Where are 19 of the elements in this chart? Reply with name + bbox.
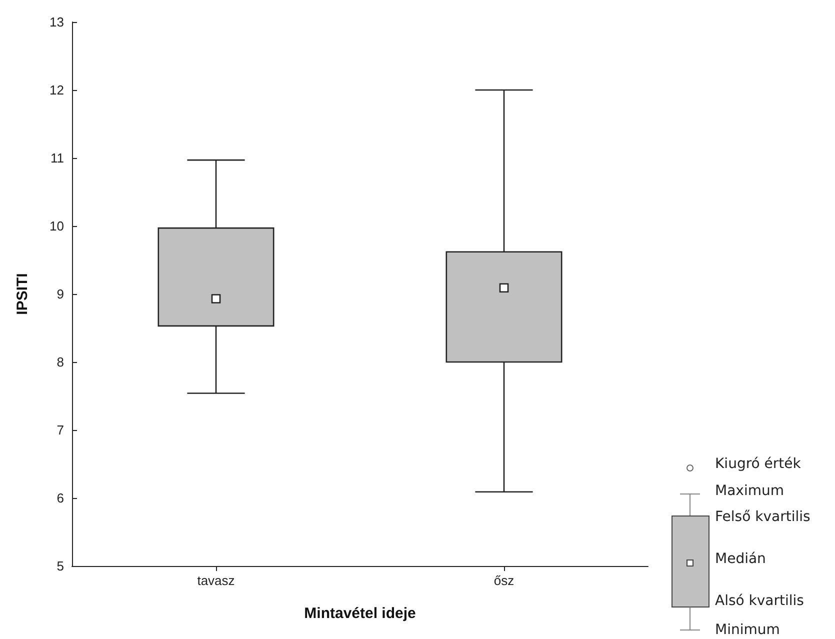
text: Kiugró érték <box>715 456 801 472</box>
x-tick-label: ősz <box>494 573 514 588</box>
x-axis-title: Mintavétel ideje <box>304 605 416 622</box>
text: Felső kvartilis <box>715 509 810 525</box>
y-tick-label: 5 <box>56 558 64 574</box>
y-tick-label: 6 <box>56 490 64 506</box>
text: Alsó kvartilis <box>715 593 804 609</box>
y-tick-label: 12 <box>50 82 64 98</box>
y-axis-title: IPSITI <box>14 273 31 315</box>
x-tick-label: tavasz <box>197 573 235 588</box>
text: Medián <box>715 551 766 567</box>
y-tick-label: 11 <box>50 150 64 166</box>
text: Minimum <box>715 622 780 638</box>
y-tick-label: 10 <box>50 218 64 234</box>
y-tick-label: 7 <box>56 422 64 438</box>
y-tick-label: 13 <box>50 14 64 30</box>
y-tick-label: 9 <box>56 286 64 302</box>
text: Maximum <box>715 483 784 499</box>
y-tick-label: 8 <box>56 354 64 370</box>
